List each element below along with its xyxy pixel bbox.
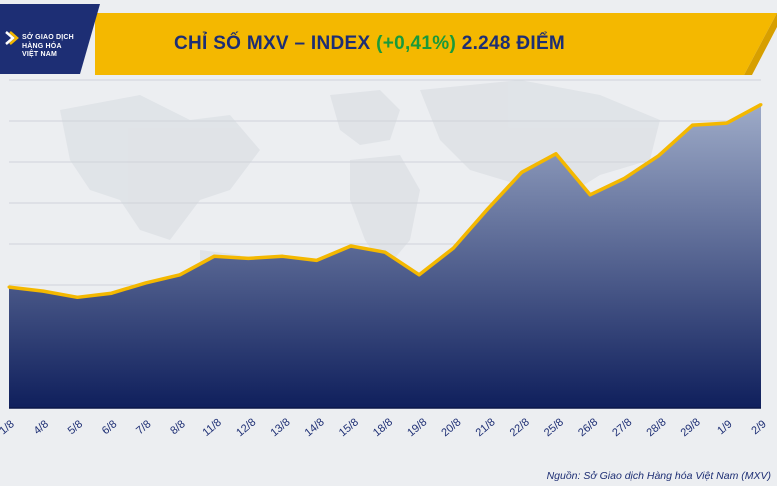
title-change: (+0,41%) <box>376 33 457 54</box>
data-point <box>725 121 729 125</box>
x-tick-label: 6/8 <box>100 418 119 437</box>
data-point <box>383 250 387 254</box>
data-point <box>759 103 763 107</box>
x-tick-label: 21/8 <box>474 416 498 439</box>
data-point <box>41 289 45 293</box>
logo-line-2: HÀNG HÓA <box>22 42 62 50</box>
page-title: CHỈ SỐ MXV – INDEX (+0,41%) 2.248 ĐIỂM <box>174 33 565 55</box>
data-point <box>417 273 421 277</box>
data-point <box>588 193 592 197</box>
title-value: 2.248 ĐIỂM <box>461 33 566 54</box>
source-note: Nguồn: Sở Giao dịch Hàng hóa Việt Nam (M… <box>546 470 771 482</box>
x-tick-label: 7/8 <box>134 418 153 437</box>
data-point <box>622 176 626 180</box>
data-point <box>554 152 558 156</box>
x-tick-label: 15/8 <box>337 416 361 439</box>
x-tick-label: 13/8 <box>268 416 292 439</box>
x-tick-label: 12/8 <box>234 416 258 439</box>
x-tick-label: 4/8 <box>32 418 51 437</box>
x-tick-label: 18/8 <box>371 416 395 439</box>
data-point <box>75 295 79 299</box>
x-tick-label: 1/8 <box>0 418 17 437</box>
data-point <box>178 273 182 277</box>
index-area <box>9 104 761 408</box>
data-point <box>520 170 524 174</box>
logo-chevron-icon <box>5 31 15 45</box>
x-tick-label: 25/8 <box>542 416 566 439</box>
data-point <box>486 207 490 211</box>
data-point <box>349 244 353 248</box>
logo-line-1: SỞ GIAO DỊCH <box>22 34 74 41</box>
data-point <box>280 254 284 258</box>
x-tick-label: 26/8 <box>576 416 600 439</box>
data-point <box>451 246 455 250</box>
logo-line-3: VIỆT NAM <box>22 51 58 58</box>
x-tick-label: 22/8 <box>508 416 532 439</box>
x-tick-label: 14/8 <box>303 416 327 439</box>
x-tick-label: 11/8 <box>200 416 223 438</box>
title-banner <box>0 13 777 75</box>
x-tick-label: 5/8 <box>66 418 85 437</box>
logo: SỞ GIAO DỊCH HÀNG HÓA VIỆT NAM <box>0 4 100 74</box>
x-tick-label: 19/8 <box>405 416 429 439</box>
data-point <box>144 281 148 285</box>
data-point <box>691 123 695 127</box>
title-prefix: CHỈ SỐ MXV – INDEX <box>174 33 371 54</box>
x-tick-label: 8/8 <box>168 418 187 437</box>
data-point <box>110 291 114 295</box>
x-tick-label: 28/8 <box>644 416 668 439</box>
x-tick-label: 29/8 <box>679 416 703 439</box>
x-tick-label: 27/8 <box>610 416 634 439</box>
data-point <box>7 285 11 289</box>
data-point <box>246 256 250 260</box>
x-tick-label: 1/9 <box>715 418 734 437</box>
x-tick-label: 20/8 <box>439 416 463 439</box>
data-point <box>315 258 319 262</box>
x-tick-label: 2/9 <box>749 418 768 437</box>
data-point <box>656 154 660 158</box>
data-point <box>212 254 216 258</box>
